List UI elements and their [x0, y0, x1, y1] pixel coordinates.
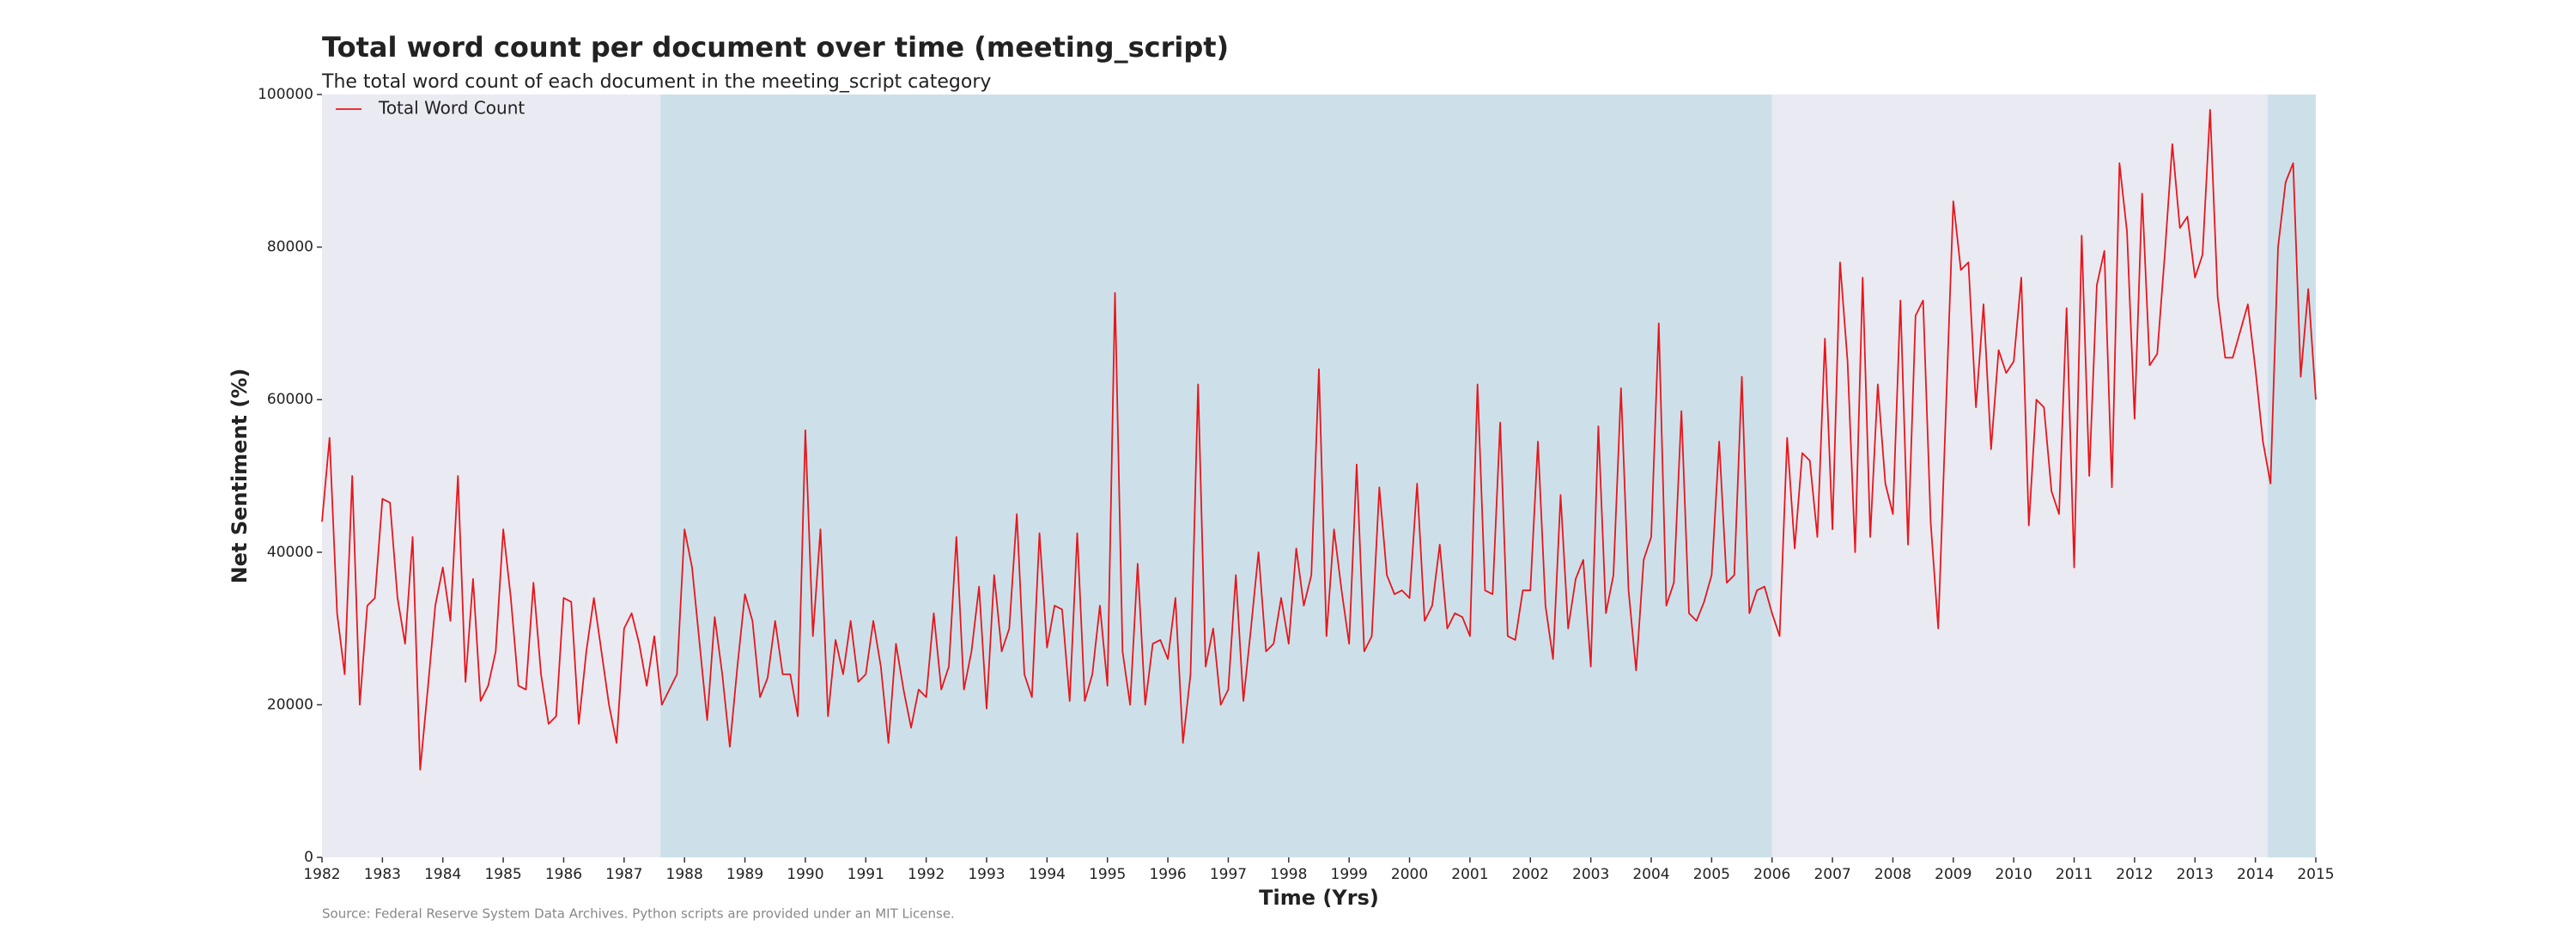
x-tick-label: 1985 — [484, 866, 521, 883]
y-tick-label: 60000 — [267, 391, 313, 408]
era-span — [1771, 94, 2268, 857]
x-tick-label: 2007 — [1814, 866, 1850, 883]
x-tick-label: 1987 — [605, 866, 642, 883]
y-tick-label: 40000 — [267, 544, 313, 561]
x-tick-label: 2003 — [1572, 866, 1609, 883]
x-tick-label: 1999 — [1331, 866, 1368, 883]
y-tick-label: 20000 — [267, 696, 313, 713]
x-tick-label: 1996 — [1149, 866, 1186, 883]
x-tick-label: 2014 — [2237, 866, 2274, 883]
x-tick-label: 1991 — [848, 866, 884, 883]
x-tick-label: 2002 — [1512, 866, 1549, 883]
x-tick-label: 2012 — [2116, 866, 2153, 883]
x-tick-label: 1998 — [1270, 866, 1307, 883]
x-axis-label: Time (Yrs) — [1259, 886, 1379, 910]
x-tick-label: 1986 — [545, 866, 582, 883]
legend-label: Total Word Count — [378, 98, 525, 119]
chart-title: Total word count per document over time … — [322, 31, 1229, 64]
y-tick-label: 0 — [304, 849, 313, 866]
x-tick-label: 1989 — [726, 866, 763, 883]
y-axis-label: Net Sentiment (%) — [228, 369, 252, 584]
y-tick-label: 80000 — [267, 239, 313, 256]
x-tick-label: 1982 — [303, 866, 340, 883]
x-tick-label: 1995 — [1089, 866, 1126, 883]
era-span — [322, 94, 661, 857]
x-tick-label: 2001 — [1451, 866, 1488, 883]
era-span — [660, 94, 1772, 857]
x-tick-label: 1992 — [908, 866, 945, 883]
x-tick-label: 2004 — [1632, 866, 1669, 883]
x-tick-label: 1988 — [666, 866, 703, 883]
x-tick-label: 2013 — [2177, 866, 2214, 883]
x-tick-label: 2010 — [1996, 866, 2032, 883]
source-note: Source: Federal Reserve System Data Arch… — [322, 906, 955, 922]
x-tick-label: 1997 — [1210, 866, 1247, 883]
data-line — [321, 108, 2317, 771]
x-tick-label: 2009 — [1935, 866, 1971, 883]
x-tick-label: 2011 — [2056, 866, 2093, 883]
x-tick-label: 2005 — [1693, 866, 1730, 883]
x-tick-label: 1984 — [424, 866, 461, 883]
chart-subtitle: The total word count of each document in… — [321, 71, 991, 93]
x-tick-label: 2000 — [1391, 866, 1428, 883]
x-tick-label: 1990 — [787, 866, 823, 883]
x-tick-label: 2006 — [1753, 866, 1790, 883]
x-tick-label: 2015 — [2297, 866, 2334, 883]
x-tick-label: 2008 — [1874, 866, 1911, 883]
x-tick-label: 1993 — [968, 866, 1005, 883]
x-tick-label: 1983 — [364, 866, 401, 883]
y-tick-label: 100000 — [258, 86, 313, 103]
era-span — [2267, 94, 2316, 857]
x-tick-label: 1994 — [1029, 866, 1066, 883]
